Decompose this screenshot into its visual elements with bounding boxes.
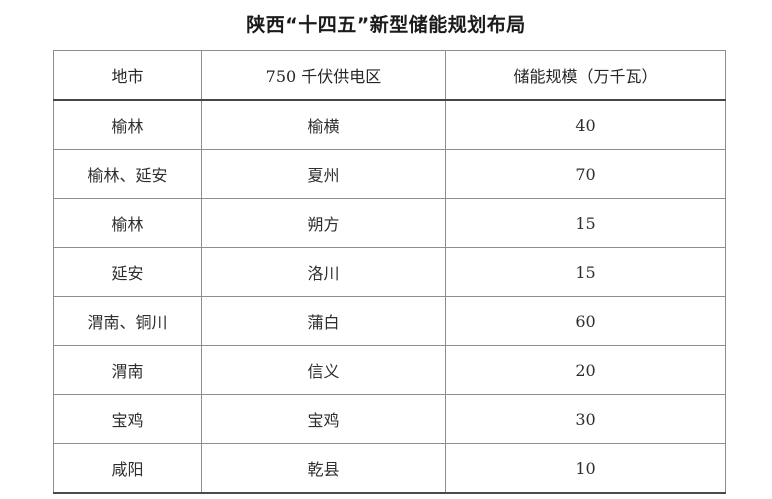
table-header-row: 地市 750 千伏供电区 储能规模（万千瓦） xyxy=(53,50,726,101)
table-row: 渭南、铜川 蒲白 60 xyxy=(53,296,726,346)
cell-city: 渭南、铜川 xyxy=(53,296,202,346)
cell-zone: 宝鸡 xyxy=(201,394,446,444)
table-row: 延安 洛川 15 xyxy=(53,247,726,297)
page-title: 陕西“十四五”新型储能规划布局 xyxy=(246,14,526,36)
column-header-zone: 750 千伏供电区 xyxy=(201,50,446,101)
cell-zone: 洛川 xyxy=(201,247,446,297)
table-row: 宝鸡 宝鸡 30 xyxy=(53,394,726,444)
storage-plan-table: 地市 750 千伏供电区 储能规模（万千瓦） 榆林 榆横 40 榆林、延安 夏州… xyxy=(53,50,726,494)
cell-city: 宝鸡 xyxy=(53,394,202,444)
cell-capacity: 40 xyxy=(445,99,726,150)
cell-capacity: 70 xyxy=(445,149,726,199)
table-row: 榆林 榆横 40 xyxy=(53,99,726,150)
cell-city: 延安 xyxy=(53,247,202,297)
cell-capacity: 20 xyxy=(445,345,726,395)
table-row: 渭南 信义 20 xyxy=(53,345,726,395)
cell-city: 榆林 xyxy=(53,198,202,248)
cell-city: 咸阳 xyxy=(53,443,202,494)
cell-city: 渭南 xyxy=(53,345,202,395)
cell-capacity: 60 xyxy=(445,296,726,346)
table-row: 榆林、延安 夏州 70 xyxy=(53,149,726,199)
cell-capacity: 15 xyxy=(445,247,726,297)
cell-zone: 夏州 xyxy=(201,149,446,199)
cell-zone: 榆横 xyxy=(201,99,446,150)
cell-capacity: 30 xyxy=(445,394,726,444)
column-header-capacity: 储能规模（万千瓦） xyxy=(445,50,726,101)
cell-city: 榆林、延安 xyxy=(53,149,202,199)
cell-zone: 朔方 xyxy=(201,198,446,248)
cell-capacity: 15 xyxy=(445,198,726,248)
cell-city: 榆林 xyxy=(53,99,202,150)
cell-zone: 乾县 xyxy=(201,443,446,494)
column-header-city: 地市 xyxy=(53,50,202,101)
cell-zone: 信义 xyxy=(201,345,446,395)
table-row: 榆林 朔方 15 xyxy=(53,198,726,248)
cell-zone: 蒲白 xyxy=(201,296,446,346)
table-row: 咸阳 乾县 10 xyxy=(53,443,726,494)
cell-capacity: 10 xyxy=(445,443,726,494)
